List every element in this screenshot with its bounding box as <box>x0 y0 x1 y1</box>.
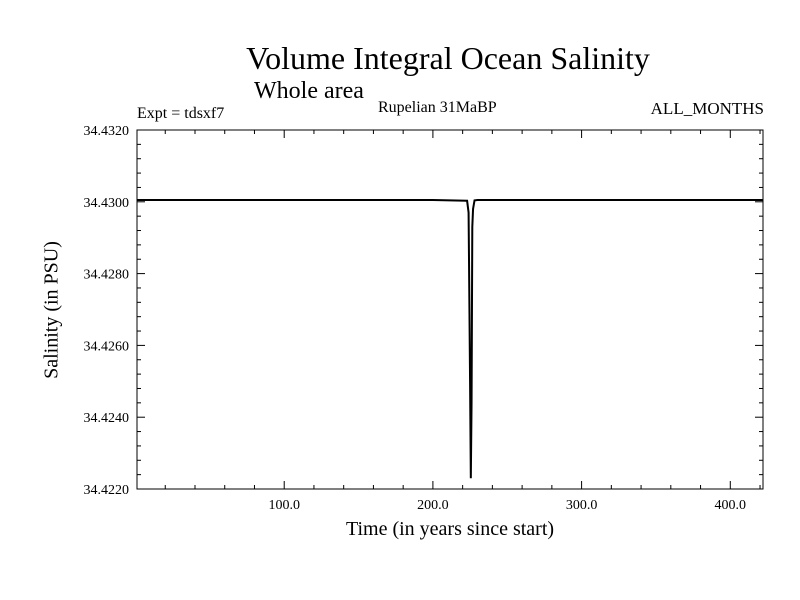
experiment-label: Expt = tdsxf7 <box>137 105 225 122</box>
y-tick-label: 34.4280 <box>84 268 130 283</box>
x-tick-label: 200.0 <box>417 498 449 513</box>
months-label: ALL_MONTHS <box>650 99 764 118</box>
chart-title: Volume Integral Ocean Salinity <box>246 40 650 76</box>
x-tick-label: 100.0 <box>268 498 300 513</box>
chart-subtitle: Whole area <box>254 78 364 104</box>
x-tick-label: 300.0 <box>566 498 598 513</box>
y-tick-label: 34.4240 <box>84 411 130 426</box>
y-tick-label: 34.4260 <box>84 339 130 354</box>
x-axis-label: Time (in years since start) <box>345 518 555 540</box>
y-tick-label: 34.4320 <box>84 124 130 139</box>
period-label: Rupelian 31MaBP <box>378 99 497 116</box>
plot-frame <box>136 129 764 490</box>
x-tick-label: 400.0 <box>715 498 747 513</box>
y-tick-label: 34.4220 <box>84 483 130 498</box>
series-line <box>137 199 763 479</box>
y-tick-label: 34.4300 <box>84 196 130 211</box>
